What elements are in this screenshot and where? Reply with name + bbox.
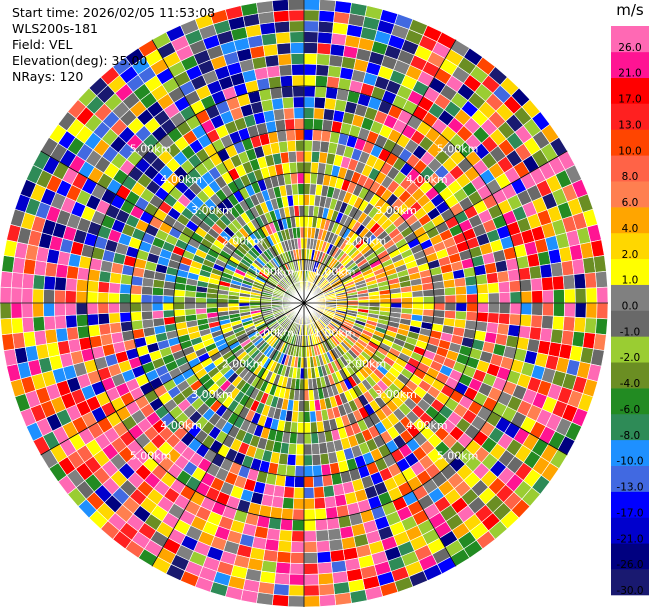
- colorbar-tick-label: -8.0: [620, 430, 641, 442]
- colorbar-tick-label: -26.0: [616, 559, 643, 571]
- colorbar-tick-label: 1.0: [622, 275, 639, 287]
- colorbar-tick-label: 26.0: [618, 42, 641, 54]
- colorbar-tick-label: 6.0: [622, 197, 639, 209]
- colorbar-tick-label: -13.0: [616, 482, 643, 494]
- colorbar-tick-label: 10.0: [618, 145, 641, 157]
- colorbar-tick-label: -4.0: [620, 378, 641, 390]
- instrument-text: WLS200s-181: [12, 21, 98, 36]
- colorbar-tick-label: -17.0: [616, 507, 643, 519]
- colorbar-tick-label: 8.0: [622, 171, 639, 183]
- field-text: Field: VEL: [12, 37, 73, 52]
- colorbar-tick-label: -10.0: [616, 456, 643, 468]
- colorbar-tick-label: -1.0: [620, 326, 641, 338]
- start-time-text: Start time: 2026/02/05 11:53:08: [12, 5, 216, 20]
- colorbar-tick-label: 13.0: [618, 120, 641, 132]
- colorbar-unit-label: m/s: [616, 1, 644, 19]
- colorbar-tick-label: 4.0: [622, 223, 639, 235]
- elevation-text: Elevation(deg): 35.00: [12, 53, 148, 68]
- colorbar-tick-label: -6.0: [620, 404, 641, 416]
- colorbar-tick-label: 0.0: [622, 301, 639, 313]
- colorbar-tick-label: -30.0: [616, 585, 643, 597]
- nrays-text: NRays: 120: [12, 69, 84, 84]
- colorbar-tick-label: -21.0: [616, 533, 643, 545]
- colorbar-tick-label: -2.0: [620, 352, 641, 364]
- colorbar-tick-label: 17.0: [618, 94, 641, 106]
- colorbar-tick-label: 21.0: [618, 68, 641, 80]
- header-info: Start time: 2026/02/05 11:53:08 WLS200s-…: [12, 5, 215, 85]
- colorbar-tick-label: 2.0: [622, 249, 639, 261]
